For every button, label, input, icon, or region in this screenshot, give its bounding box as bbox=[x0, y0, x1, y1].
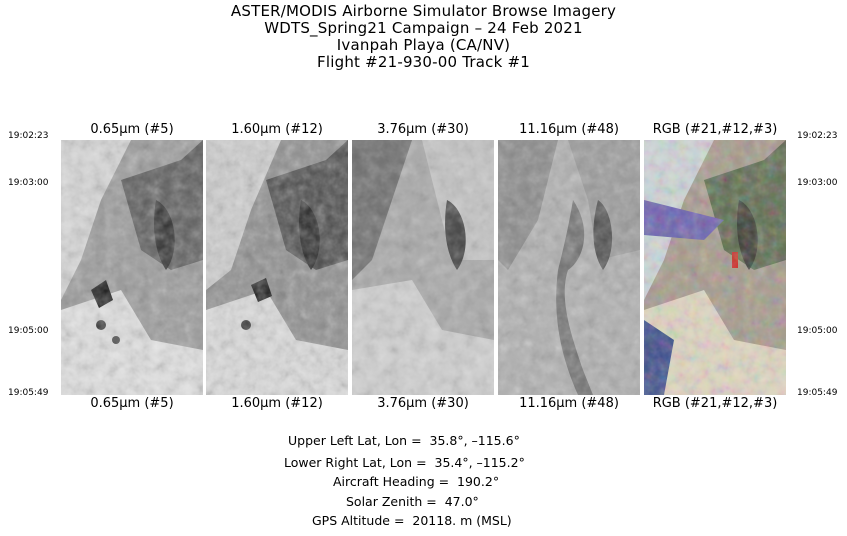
band-label-bottom-1: 0.65μm (#5) bbox=[90, 396, 174, 411]
meta-lower-right-label: Lower Right Lat, Lon = bbox=[284, 455, 427, 470]
meta-upper-left-label: Upper Left Lat, Lon = bbox=[288, 433, 422, 448]
meta-upper-left-value: 35.8°, –115.6° bbox=[429, 433, 520, 448]
band-label-top-2: 1.60μm (#12) bbox=[231, 122, 323, 137]
image-panel-rgb bbox=[644, 140, 786, 395]
title-line-1: ASTER/MODIS Airborne Simulator Browse Im… bbox=[230, 2, 617, 20]
meta-zenith-value: 47.0° bbox=[444, 494, 479, 509]
image-panel-band-48 bbox=[498, 140, 640, 395]
image-panel-band-30 bbox=[352, 140, 494, 395]
image-panel-band-5 bbox=[61, 140, 203, 395]
band-label-top-3: 3.76μm (#30) bbox=[377, 122, 469, 137]
band-label-bottom-3: 3.76μm (#30) bbox=[377, 396, 469, 411]
title-line-4: Flight #21-930-00 Track #1 bbox=[317, 53, 530, 71]
meta-heading-label: Aircraft Heading = bbox=[333, 474, 450, 489]
band-label-bottom-2: 1.60μm (#12) bbox=[231, 396, 323, 411]
time-left-1: 19:02:23 bbox=[8, 131, 49, 141]
band-label-bottom-5: RGB (#21,#12,#3) bbox=[652, 396, 778, 411]
meta-heading: Aircraft Heading = 190.2° bbox=[333, 474, 499, 489]
meta-heading-value: 190.2° bbox=[457, 474, 500, 489]
meta-altitude: GPS Altitude = 20118. m (MSL) bbox=[312, 513, 512, 528]
time-right-4: 19:05:49 bbox=[797, 388, 838, 398]
time-right-3: 19:05:00 bbox=[797, 326, 838, 336]
time-left-3: 19:05:00 bbox=[8, 326, 49, 336]
meta-altitude-value: 20118. m (MSL) bbox=[412, 513, 512, 528]
time-left-4: 19:05:49 bbox=[8, 388, 49, 398]
time-right-2: 19:03:00 bbox=[797, 178, 838, 188]
band-label-top-4: 11.16μm (#48) bbox=[519, 122, 619, 137]
time-right-1: 19:02:23 bbox=[797, 131, 838, 141]
band-label-top-1: 0.65μm (#5) bbox=[90, 122, 174, 137]
image-panel-band-12 bbox=[206, 140, 348, 395]
meta-upper-left: Upper Left Lat, Lon = 35.8°, –115.6° bbox=[288, 433, 520, 448]
meta-lower-right-value: 35.4°, –115.2° bbox=[434, 455, 525, 470]
title-line-2: WDTS_Spring21 Campaign – 24 Feb 2021 bbox=[264, 19, 583, 37]
time-left-2: 19:03:00 bbox=[8, 178, 49, 188]
meta-altitude-label: GPS Altitude = bbox=[312, 513, 405, 528]
meta-zenith: Solar Zenith = 47.0° bbox=[346, 494, 479, 509]
band-label-top-5: RGB (#21,#12,#3) bbox=[652, 122, 778, 137]
band-label-bottom-4: 11.16μm (#48) bbox=[519, 396, 619, 411]
meta-lower-right: Lower Right Lat, Lon = 35.4°, –115.2° bbox=[284, 455, 525, 470]
title-line-3: Ivanpah Playa (CA/NV) bbox=[336, 36, 511, 54]
meta-zenith-label: Solar Zenith = bbox=[346, 494, 437, 509]
